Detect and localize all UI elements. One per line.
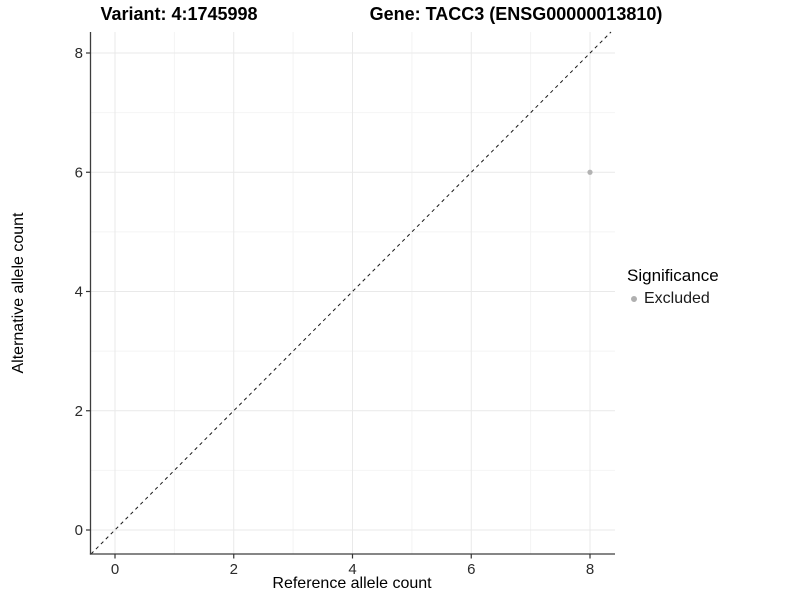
major-gridlines bbox=[90, 32, 615, 554]
x-tick-label: 4 bbox=[348, 561, 356, 578]
y-tick-label: 8 bbox=[75, 45, 83, 62]
x-tick-label: 8 bbox=[586, 561, 594, 578]
y-tick-label: 6 bbox=[75, 164, 83, 181]
legend-title: Significance bbox=[627, 266, 719, 285]
y-tick-labels: 0 2 4 6 8 bbox=[75, 45, 83, 539]
identity-reference-line bbox=[90, 31, 612, 555]
data-point bbox=[587, 169, 593, 175]
y-tick-label: 2 bbox=[75, 403, 83, 420]
y-tick-label: 4 bbox=[75, 284, 83, 301]
x-axis-title: Reference allele count bbox=[272, 575, 432, 592]
x-tick-label: 0 bbox=[111, 561, 119, 578]
legend-item-label: Excluded bbox=[644, 290, 710, 307]
x-tick-label: 6 bbox=[467, 561, 475, 578]
x-tick-label: 2 bbox=[230, 561, 238, 578]
x-tick-labels: 0 2 4 6 8 bbox=[111, 561, 594, 578]
y-axis-title: Alternative allele count bbox=[10, 212, 27, 374]
y-tick-label: 0 bbox=[75, 522, 83, 539]
legend: Significance Excluded bbox=[627, 266, 719, 308]
plot-title-gene: Gene: TACC3 (ENSG00000013810) bbox=[369, 4, 663, 24]
tick-marks bbox=[86, 52, 591, 559]
plot-title-variant: Variant: 4:1745998 bbox=[100, 4, 258, 24]
excluded-point-swatch-icon bbox=[631, 296, 637, 302]
legend-item-excluded: Excluded bbox=[631, 290, 719, 308]
